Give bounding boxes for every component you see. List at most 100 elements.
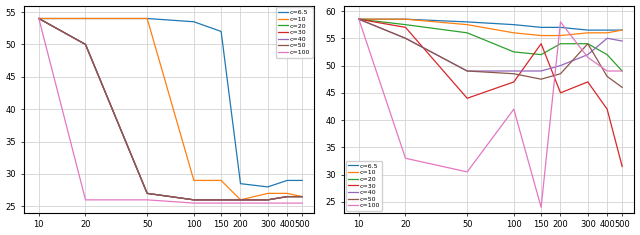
Line: c=6.5: c=6.5 <box>39 19 302 187</box>
c=40 <box>604 37 611 40</box>
c=40 <box>82 43 90 46</box>
c=20 <box>218 198 225 201</box>
c=100 <box>402 157 410 160</box>
c=50 <box>584 42 591 45</box>
c=50 <box>190 198 198 201</box>
c=6.5 <box>82 17 90 20</box>
c=30 <box>618 165 626 168</box>
c=40 <box>298 195 306 198</box>
c=100 <box>604 70 611 72</box>
Line: c=20: c=20 <box>39 19 302 200</box>
c=20 <box>237 198 244 201</box>
c=20 <box>463 31 471 34</box>
c=10 <box>82 17 90 20</box>
Line: c=10: c=10 <box>359 19 622 35</box>
Line: c=100: c=100 <box>39 19 302 203</box>
c=10 <box>284 192 291 195</box>
c=100 <box>355 18 363 21</box>
c=40 <box>584 53 591 56</box>
c=50 <box>538 78 545 81</box>
c=10 <box>463 23 471 26</box>
c=100 <box>218 202 225 204</box>
c=10 <box>510 31 518 34</box>
c=6.5 <box>618 29 626 31</box>
c=40 <box>463 70 471 72</box>
c=30 <box>264 198 271 201</box>
c=40 <box>355 18 363 21</box>
c=50 <box>402 37 410 40</box>
c=30 <box>237 198 244 201</box>
c=30 <box>35 17 43 20</box>
c=100 <box>557 20 564 23</box>
Line: c=40: c=40 <box>359 19 622 71</box>
Legend: c=6.5, c=10, c=20, c=30, c=40, c=50, c=100: c=6.5, c=10, c=20, c=30, c=40, c=50, c=1… <box>346 161 382 211</box>
c=50 <box>510 72 518 75</box>
c=40 <box>264 198 271 201</box>
c=20 <box>298 195 306 198</box>
c=30 <box>190 198 198 201</box>
c=50 <box>557 72 564 75</box>
c=6.5 <box>143 17 151 20</box>
c=50 <box>82 43 90 46</box>
c=100 <box>82 198 90 201</box>
c=40 <box>143 192 151 195</box>
c=6.5 <box>237 182 244 185</box>
c=100 <box>264 202 271 204</box>
c=100 <box>538 206 545 209</box>
c=20 <box>355 18 363 21</box>
Line: c=30: c=30 <box>39 19 302 200</box>
c=20 <box>284 195 291 198</box>
c=50 <box>218 198 225 201</box>
c=40 <box>510 70 518 72</box>
c=6.5 <box>298 179 306 182</box>
c=10 <box>584 31 591 34</box>
c=20 <box>82 43 90 46</box>
Line: c=6.5: c=6.5 <box>359 19 622 30</box>
c=6.5 <box>463 20 471 23</box>
Line: c=10: c=10 <box>39 19 302 200</box>
c=100 <box>618 70 626 72</box>
c=6.5 <box>557 26 564 29</box>
c=40 <box>402 37 410 40</box>
c=50 <box>264 198 271 201</box>
c=6.5 <box>402 18 410 21</box>
c=30 <box>402 26 410 29</box>
c=100 <box>298 202 306 204</box>
c=50 <box>604 75 611 78</box>
c=10 <box>604 31 611 34</box>
c=6.5 <box>35 17 43 20</box>
c=100 <box>143 198 151 201</box>
c=6.5 <box>218 30 225 33</box>
c=40 <box>35 17 43 20</box>
c=10 <box>218 179 225 182</box>
Line: c=100: c=100 <box>359 19 622 207</box>
c=50 <box>355 18 363 21</box>
c=30 <box>557 91 564 94</box>
c=6.5 <box>264 185 271 188</box>
c=10 <box>143 17 151 20</box>
c=20 <box>190 198 198 201</box>
c=10 <box>618 29 626 31</box>
Line: c=50: c=50 <box>39 19 302 200</box>
c=6.5 <box>284 179 291 182</box>
c=10 <box>237 198 244 201</box>
c=30 <box>584 81 591 83</box>
c=50 <box>298 195 306 198</box>
c=100 <box>190 202 198 204</box>
c=50 <box>284 195 291 198</box>
c=100 <box>463 170 471 173</box>
c=30 <box>218 198 225 201</box>
c=100 <box>284 202 291 204</box>
c=40 <box>218 198 225 201</box>
Line: c=20: c=20 <box>359 19 622 71</box>
c=20 <box>35 17 43 20</box>
c=50 <box>618 86 626 89</box>
c=100 <box>584 56 591 59</box>
Legend: c=6.5, c=10, c=20, c=30, c=40, c=50, c=100: c=6.5, c=10, c=20, c=30, c=40, c=50, c=1… <box>276 8 312 58</box>
c=30 <box>538 42 545 45</box>
c=30 <box>463 97 471 100</box>
c=30 <box>510 81 518 83</box>
c=10 <box>264 192 271 195</box>
c=30 <box>284 195 291 198</box>
c=10 <box>35 17 43 20</box>
